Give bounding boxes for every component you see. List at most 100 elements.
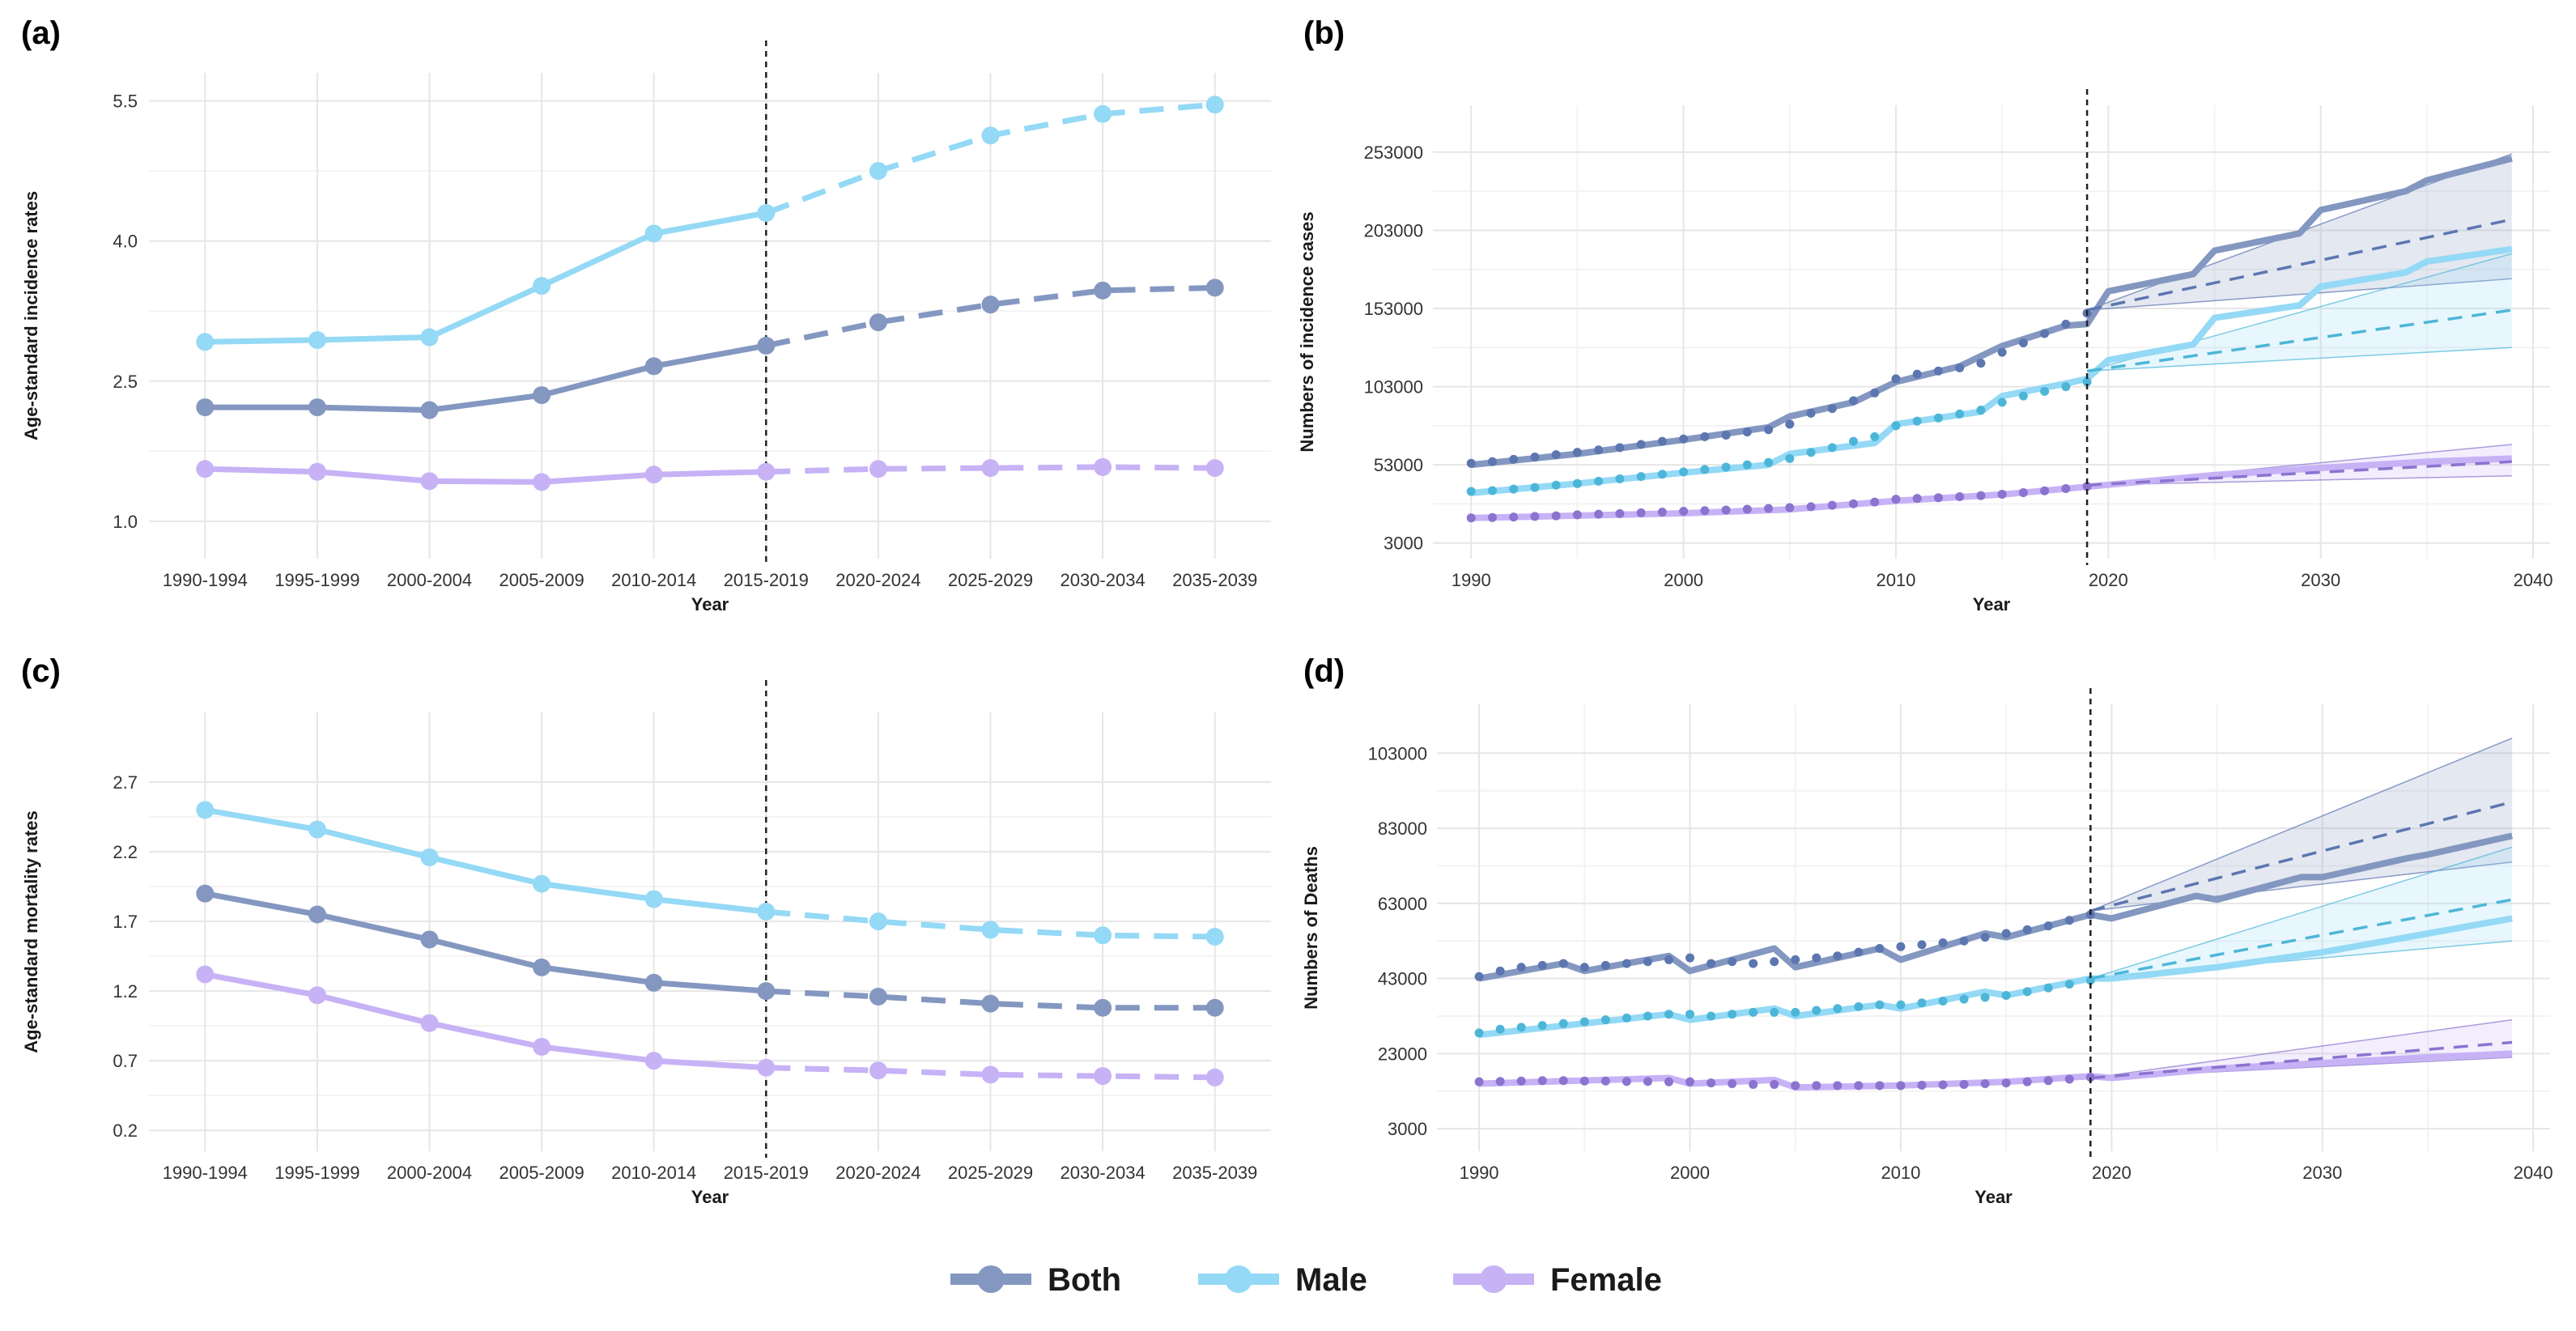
- both-data-point: [1806, 408, 1816, 418]
- female-data-point: [1721, 505, 1731, 515]
- both-data-point: [2001, 929, 2011, 938]
- female-data-point: [2022, 1077, 2032, 1086]
- female-data-point: [2043, 1076, 2053, 1086]
- female-data-point: [1657, 507, 1667, 517]
- both-data-point: [1955, 363, 1965, 372]
- both-point: [420, 930, 439, 949]
- male-data-point: [1812, 1006, 1821, 1015]
- female-point: [533, 1037, 551, 1056]
- both-data-point: [1530, 452, 1540, 461]
- both-data-point: [2061, 319, 2071, 329]
- female-data-point: [1827, 500, 1837, 510]
- x-tick-label: 1995-1999: [274, 570, 359, 590]
- male-data-point: [1643, 1011, 1652, 1021]
- x-tick-label: 2025-2029: [948, 1163, 1033, 1183]
- panel-d-deaths: 3000 23000 43000 63000 83000 103000 1990 2000 20…: [1301, 688, 2553, 1207]
- x-tick-label: 1990-1994: [163, 570, 248, 590]
- male-data-point: [1770, 1007, 1779, 1017]
- x-tick-label: 2035-2039: [1172, 1163, 1257, 1183]
- female-data-point: [1749, 1079, 1758, 1089]
- both-point: [533, 386, 551, 405]
- both-data-point: [1615, 443, 1625, 453]
- male-data-point: [1721, 462, 1731, 472]
- both-data-point: [1785, 419, 1795, 429]
- male-data-point: [2082, 377, 2092, 387]
- both-data-point: [1487, 457, 1497, 466]
- male-data-point: [1685, 1010, 1694, 1019]
- male-data-point: [2040, 386, 2050, 396]
- both-data-point: [1495, 966, 1505, 976]
- female-data-point: [1622, 1077, 1631, 1086]
- female-data-point: [1917, 1080, 1927, 1090]
- x-tick-label: 1990-1994: [163, 1163, 248, 1183]
- male-data-point: [1487, 486, 1497, 495]
- x-axis-title: Year: [1973, 594, 2011, 614]
- female-point: [308, 462, 326, 481]
- female-point: [981, 1065, 1000, 1084]
- male-point: [533, 874, 551, 893]
- male-data-point: [1870, 432, 1880, 441]
- female-data-point: [1516, 1076, 1526, 1086]
- male-data-point: [1622, 1013, 1631, 1023]
- female-data-point: [1707, 1078, 1716, 1088]
- both-data-point: [1466, 458, 1476, 468]
- female-point: [420, 1014, 439, 1032]
- both-data-point: [1622, 959, 1631, 968]
- female-data-point: [1912, 494, 1922, 504]
- both-data-point: [1579, 963, 1589, 972]
- male-data-point: [1530, 483, 1540, 492]
- x-axis-title: Year: [691, 1187, 729, 1207]
- both-point: [644, 973, 663, 992]
- male-data-point: [1896, 1000, 1906, 1010]
- y-tick-label: 103000: [1368, 743, 1427, 763]
- female-data-point: [1791, 1081, 1800, 1091]
- female-data-point: [1474, 1077, 1484, 1086]
- both-data-point: [1749, 959, 1758, 968]
- both-data-point: [1643, 957, 1652, 967]
- both-point: [533, 958, 551, 976]
- both-legend-swatch-point: [977, 1265, 1005, 1293]
- x-tick-label: 2000: [1670, 1163, 1710, 1183]
- y-tick-label: 2.2: [113, 842, 138, 862]
- both-data-point: [1558, 959, 1568, 968]
- both-point: [644, 357, 663, 376]
- y-axis-title: Numbers of incidence cases: [1297, 211, 1317, 452]
- female-point: [1205, 459, 1224, 478]
- both-data-point: [1770, 957, 1779, 967]
- x-tick-label: 2010-2014: [611, 570, 696, 590]
- both-point: [1094, 998, 1112, 1017]
- both-observed-line: [204, 891, 767, 994]
- female-data-point: [1558, 1076, 1568, 1086]
- x-tick-label: 1990: [1460, 1163, 1499, 1183]
- y-tick-label: 43000: [1378, 969, 1427, 989]
- female-data-point: [1685, 1077, 1694, 1086]
- both-data-point: [2022, 925, 2032, 934]
- both-point: [1205, 998, 1224, 1017]
- y-tick-label: 4.0: [113, 232, 138, 252]
- female-data-point: [1636, 508, 1646, 517]
- female-data-point: [1509, 512, 1519, 522]
- female-data-point: [1664, 1077, 1673, 1086]
- male-data-point: [2043, 983, 2053, 993]
- y-tick-label: 3000: [1384, 534, 1423, 554]
- both-data-point: [1657, 436, 1667, 446]
- y-tick-label: 203000: [1364, 220, 1423, 240]
- both-data-point: [1721, 430, 1731, 440]
- x-tick-label: 2030: [2302, 1163, 2342, 1183]
- female-data-point: [1495, 1077, 1505, 1086]
- x-tick-label: 1990: [1452, 570, 1491, 590]
- both-point: [196, 398, 215, 417]
- female-legend-swatch-point: [1480, 1265, 1507, 1293]
- both-data-point: [1664, 955, 1673, 964]
- female-data-point: [1700, 506, 1710, 516]
- x-tick-label: 2005-2009: [499, 1163, 584, 1183]
- both-data-point: [1551, 450, 1561, 460]
- both-data-point: [1875, 944, 1885, 954]
- male-point: [308, 820, 326, 839]
- male-point: [869, 912, 887, 931]
- both-data-point: [1976, 359, 1986, 368]
- male-data-point: [1742, 460, 1752, 470]
- both-data-point: [1917, 940, 1927, 950]
- y-tick-label: 1.7: [113, 912, 138, 932]
- male-data-point: [1664, 1010, 1673, 1019]
